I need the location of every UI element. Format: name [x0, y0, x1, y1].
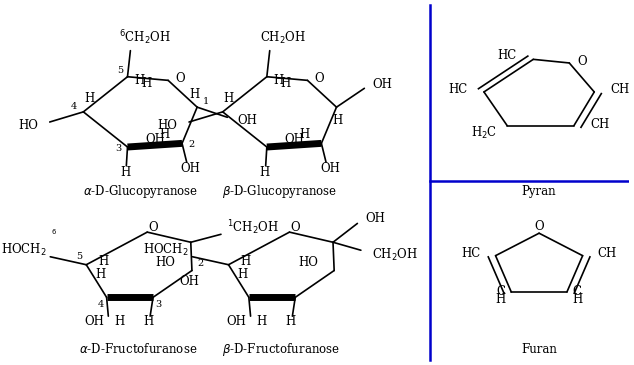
- Text: 4: 4: [71, 101, 77, 111]
- Text: H: H: [237, 268, 247, 281]
- Text: HO: HO: [156, 256, 176, 269]
- Text: 1: 1: [203, 97, 209, 106]
- Text: H: H: [299, 128, 309, 141]
- Text: OH: OH: [226, 315, 246, 328]
- Text: O: O: [534, 220, 544, 233]
- Text: HOCH$_2$: HOCH$_2$: [1, 242, 47, 258]
- Text: H: H: [114, 315, 124, 328]
- Text: OH: OH: [84, 315, 104, 328]
- Text: OH: OH: [365, 212, 385, 225]
- Text: $\beta$-D-Glucopyranose: $\beta$-D-Glucopyranose: [222, 183, 337, 200]
- Text: OH: OH: [284, 132, 304, 146]
- Text: O: O: [148, 220, 158, 234]
- Text: H: H: [332, 114, 343, 127]
- Text: $^1$CH$_2$OH: $^1$CH$_2$OH: [227, 218, 278, 237]
- Text: $^6$: $^6$: [51, 231, 57, 239]
- Text: 2: 2: [197, 259, 203, 268]
- Text: H: H: [95, 268, 105, 281]
- Text: H: H: [98, 255, 109, 268]
- Text: H: H: [257, 315, 267, 328]
- Text: O: O: [577, 55, 587, 68]
- Text: H: H: [573, 293, 583, 306]
- Text: H: H: [285, 315, 295, 328]
- Text: H: H: [223, 92, 234, 105]
- Text: H: H: [141, 77, 151, 90]
- Text: H: H: [143, 315, 153, 328]
- Text: Furan: Furan: [521, 343, 557, 356]
- Text: OH: OH: [179, 275, 200, 288]
- Text: 4: 4: [98, 300, 104, 309]
- Text: $^6$CH$_2$OH: $^6$CH$_2$OH: [119, 28, 171, 47]
- Text: CH: CH: [598, 247, 617, 260]
- Text: OH: OH: [145, 132, 165, 146]
- Text: HC: HC: [498, 49, 517, 62]
- Text: O: O: [290, 220, 300, 234]
- Text: CH: CH: [611, 83, 630, 96]
- Text: OH: OH: [320, 162, 340, 175]
- Text: H: H: [241, 255, 251, 268]
- Text: 2: 2: [188, 140, 195, 149]
- Text: Pyran: Pyran: [522, 185, 557, 198]
- Text: H: H: [495, 293, 505, 306]
- Text: CH$_2$OH: CH$_2$OH: [260, 30, 306, 46]
- Text: H: H: [259, 166, 269, 179]
- Text: $\alpha$-D-Fructofuranose: $\alpha$-D-Fructofuranose: [79, 342, 198, 356]
- Text: HO: HO: [18, 119, 38, 132]
- Text: 3: 3: [156, 300, 162, 309]
- Text: HO: HO: [298, 256, 318, 269]
- Text: H: H: [189, 88, 199, 101]
- Text: H: H: [280, 77, 290, 90]
- Text: HO: HO: [157, 119, 178, 132]
- Text: H: H: [134, 74, 144, 87]
- Text: H: H: [273, 74, 283, 87]
- Text: $\alpha$-D-Glucopyranose: $\alpha$-D-Glucopyranose: [82, 183, 198, 200]
- Text: C: C: [496, 285, 505, 298]
- Text: 5: 5: [117, 66, 123, 76]
- Text: O: O: [175, 72, 184, 85]
- Text: OH: OH: [181, 162, 201, 175]
- Text: HC: HC: [448, 83, 468, 96]
- Text: H: H: [84, 92, 94, 105]
- Text: 3: 3: [115, 144, 121, 153]
- Text: 5: 5: [76, 252, 82, 261]
- Text: C: C: [573, 285, 582, 298]
- Text: HOCH$_2$: HOCH$_2$: [143, 242, 189, 258]
- Text: O: O: [314, 72, 324, 85]
- Text: H: H: [160, 128, 170, 141]
- Text: H: H: [120, 166, 131, 179]
- Text: H$_2$C: H$_2$C: [470, 125, 496, 141]
- Text: OH: OH: [238, 114, 257, 127]
- Text: CH: CH: [590, 118, 609, 131]
- Text: $\beta$-D-Fructofuranose: $\beta$-D-Fructofuranose: [222, 341, 340, 358]
- Text: HC: HC: [461, 247, 481, 260]
- Text: OH: OH: [373, 78, 392, 91]
- Text: CH$_2$OH: CH$_2$OH: [373, 247, 418, 263]
